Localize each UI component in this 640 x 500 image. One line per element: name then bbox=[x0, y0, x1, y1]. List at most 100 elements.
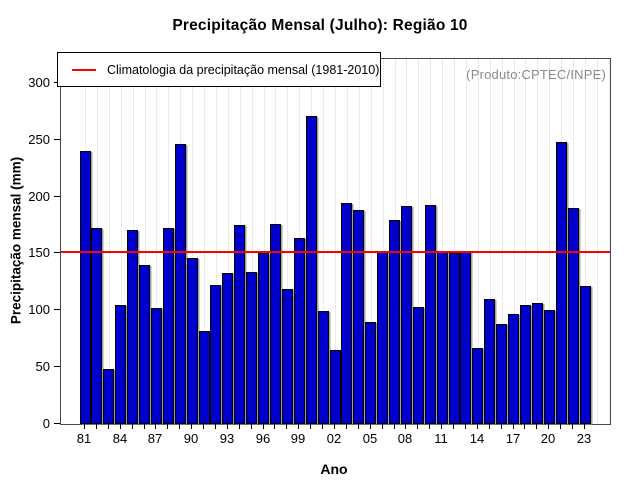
x-tick bbox=[334, 424, 335, 429]
y-tick bbox=[54, 366, 60, 367]
x-tick bbox=[167, 424, 168, 429]
x-tick bbox=[405, 424, 406, 429]
gridline bbox=[263, 59, 265, 424]
x-tick bbox=[84, 424, 85, 429]
x-tick bbox=[465, 424, 466, 429]
x-tick-label: 87 bbox=[147, 431, 163, 446]
gridline bbox=[156, 59, 158, 424]
x-tick bbox=[227, 424, 228, 429]
bar-2017 bbox=[508, 314, 520, 424]
y-axis-title: Precipitação mensal (mm) bbox=[8, 156, 24, 325]
gridline bbox=[585, 59, 586, 424]
bar-2004 bbox=[353, 210, 365, 424]
bar-1994 bbox=[234, 225, 246, 424]
bar-2007 bbox=[389, 220, 401, 424]
bar-2022 bbox=[567, 208, 579, 424]
x-tick bbox=[346, 424, 347, 429]
gridline bbox=[108, 59, 110, 424]
bar-2021 bbox=[555, 142, 567, 424]
gridline bbox=[418, 59, 420, 424]
gridline bbox=[287, 59, 289, 424]
bar-2006 bbox=[377, 251, 389, 424]
chart-title: Precipitação Mensal (Julho): Região 10 bbox=[172, 17, 468, 34]
gridline bbox=[144, 59, 146, 424]
x-tick bbox=[322, 424, 323, 429]
x-tick-label: 14 bbox=[469, 431, 485, 446]
x-tick-label: 23 bbox=[576, 431, 592, 446]
bar-1985 bbox=[127, 230, 139, 424]
plot-area bbox=[60, 58, 611, 425]
gridline bbox=[454, 59, 456, 424]
gridline bbox=[382, 59, 384, 424]
x-tick bbox=[120, 424, 121, 429]
x-tick bbox=[524, 424, 525, 429]
bar-1982 bbox=[91, 228, 103, 424]
x-tick-label: 02 bbox=[326, 431, 342, 446]
bar-1987 bbox=[150, 308, 162, 424]
x-tick-label: 99 bbox=[290, 431, 306, 446]
gridline bbox=[335, 59, 336, 424]
bar-2012 bbox=[448, 253, 460, 424]
x-tick bbox=[536, 424, 537, 429]
x-tick-label: 81 bbox=[76, 431, 92, 446]
bar-2016 bbox=[496, 324, 508, 424]
x-tick-label: 05 bbox=[362, 431, 378, 446]
gridline bbox=[537, 59, 539, 424]
gridline bbox=[596, 59, 598, 424]
bar-2013 bbox=[460, 251, 472, 424]
climatology-line bbox=[61, 251, 610, 253]
x-tick bbox=[441, 424, 442, 429]
gridline bbox=[501, 59, 503, 424]
x-tick bbox=[298, 424, 299, 429]
x-tick bbox=[417, 424, 418, 429]
x-tick-label: 17 bbox=[505, 431, 521, 446]
gridline bbox=[465, 59, 467, 424]
gridline bbox=[192, 59, 194, 424]
y-tick-label: 0 bbox=[42, 416, 50, 431]
x-tick-label: 84 bbox=[112, 431, 128, 446]
bar-1997 bbox=[269, 224, 281, 424]
bar-1993 bbox=[222, 273, 234, 424]
bar-1986 bbox=[139, 265, 151, 424]
x-tick bbox=[108, 424, 109, 429]
bar-1988 bbox=[162, 228, 174, 424]
legend-label: Climatologia da precipitação mensal (198… bbox=[107, 62, 380, 77]
bar-2003 bbox=[341, 203, 353, 424]
x-tick bbox=[203, 424, 204, 429]
bar-1981 bbox=[79, 151, 91, 424]
bar-2005 bbox=[365, 322, 377, 424]
x-tick bbox=[239, 424, 240, 429]
y-tick bbox=[54, 252, 60, 253]
y-tick-label: 100 bbox=[28, 302, 50, 317]
bar-1983 bbox=[103, 369, 115, 424]
bar-2001 bbox=[317, 311, 329, 424]
x-tick bbox=[572, 424, 573, 429]
gridline bbox=[215, 59, 217, 424]
x-tick bbox=[382, 424, 383, 429]
x-tick bbox=[179, 424, 180, 429]
x-tick bbox=[453, 424, 454, 429]
bar-1998 bbox=[281, 289, 293, 424]
x-tick bbox=[132, 424, 133, 429]
bar-2018 bbox=[519, 305, 531, 424]
x-tick bbox=[501, 424, 502, 429]
gridline bbox=[227, 59, 229, 424]
x-tick bbox=[477, 424, 478, 429]
gridline bbox=[525, 59, 527, 424]
x-tick bbox=[513, 424, 514, 429]
gridline bbox=[442, 59, 444, 424]
gridline bbox=[489, 59, 491, 424]
x-tick-label: 08 bbox=[397, 431, 413, 446]
x-tick bbox=[584, 424, 585, 429]
y-tick-label: 50 bbox=[35, 359, 50, 374]
bar-1992 bbox=[210, 285, 222, 424]
x-tick bbox=[191, 424, 192, 429]
bar-2014 bbox=[472, 348, 484, 424]
x-tick-label: 11 bbox=[434, 431, 448, 446]
gridline bbox=[251, 59, 253, 424]
y-tick-label: 150 bbox=[28, 245, 50, 260]
x-tick bbox=[215, 424, 216, 429]
y-tick-label: 200 bbox=[28, 189, 50, 204]
bar-1999 bbox=[293, 238, 305, 424]
